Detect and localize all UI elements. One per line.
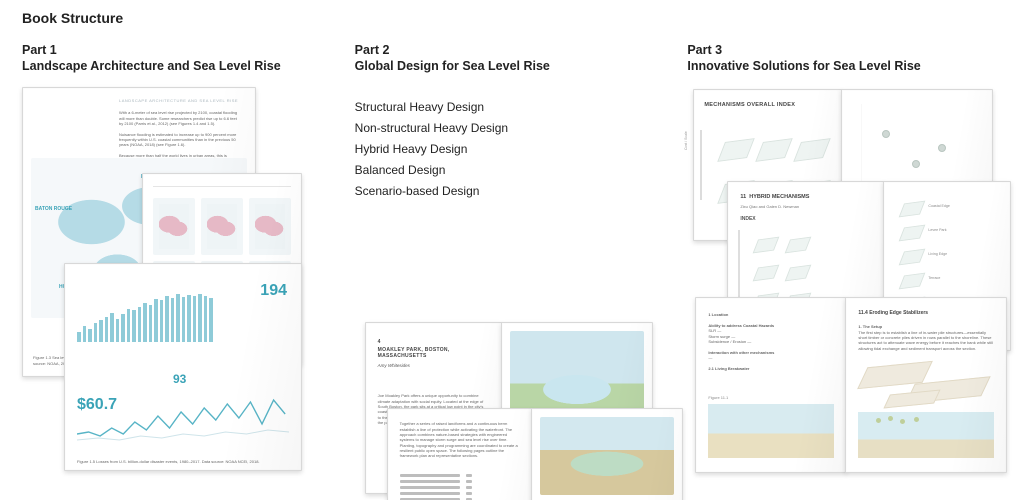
rule: [153, 186, 291, 187]
p3f-body: 1. The Setup The first step is to establ…: [858, 324, 994, 351]
p1-sheet-charts: 194 93 $60.7 Figure 1.5 Losses from U.S.…: [64, 263, 302, 471]
p3d-lab: Coastal Edge: [928, 204, 950, 208]
part3-thumbs: MECHANISMS OVERALL INDEX Cost / Scale: [687, 87, 1002, 477]
stat-93: 93: [173, 372, 186, 386]
p3c-head: 11 HYBRID MECHANISMS: [740, 194, 809, 200]
p2-ch-title: MOAKLEY PARK, BOSTON, MASSACHUSETTS: [378, 347, 490, 359]
p3e-cap: Figure 11.1: [708, 395, 728, 400]
columns: Part 1 Landscape Architecture and Sea Le…: [22, 44, 1002, 496]
col-part-3: Part 3 Innovative Solutions for Sea Leve…: [687, 44, 1002, 496]
p1-para2: Nuisance flooding is estimated to increa…: [119, 132, 236, 148]
part2-sub-item: Balanced Design: [355, 160, 670, 181]
part2-sub-item: Scenario-based Design: [355, 181, 670, 202]
p3e-row: Storm surge —: [708, 334, 735, 339]
p3e-row: Subsidence / Erosion —: [708, 339, 751, 344]
p1-para1: With a 6‑meter of sea level rise project…: [119, 110, 237, 126]
p3a-axis-label: Cost / Scale: [684, 131, 688, 150]
map-label: BATON ROUGE: [35, 206, 72, 212]
p1-barchart: [77, 280, 213, 352]
p3e-h2: Ability to address Coastal Hazards: [708, 323, 774, 328]
p3d-lab: Terrace: [928, 276, 940, 280]
part2-number: Part 2: [355, 44, 670, 58]
part1-number: Part 1: [22, 44, 337, 58]
page-title: Book Structure: [22, 10, 123, 26]
p3a-axis: [700, 130, 702, 200]
p3f-sub: 1. The Setup: [858, 324, 882, 329]
part1-thumbs: LANDSCAPE ARCHITECTURE AND SEA LEVEL RIS…: [22, 87, 337, 477]
col-part-1: Part 1 Landscape Architecture and Sea Le…: [22, 44, 337, 496]
p3f-text: The first step is to establish a line of…: [858, 330, 993, 351]
cell: [201, 198, 243, 255]
p3a-head: MECHANISMS OVERALL INDEX: [704, 102, 795, 108]
p3e-section-illus: [708, 404, 834, 458]
p3e-body: 1 Location Ability to address Coastal Ha…: [708, 312, 834, 371]
p1-running-head: LANDSCAPE ARCHITECTURE AND SEA LEVEL RIS…: [119, 98, 238, 103]
part2-sub-item: Non-structural Heavy Design: [355, 118, 670, 139]
part2-sub-item: Hybrid Heavy Design: [355, 139, 670, 160]
cell: [153, 198, 195, 255]
p3e-h4: 2.1 Living Breakwater: [708, 366, 749, 371]
cell: [249, 198, 291, 255]
p1-linechart: [77, 394, 289, 446]
part3-title: Innovative Solutions for Sea Level Rise: [687, 59, 1002, 73]
part2-thumbs: 4 MOAKLEY PARK, BOSTON, MASSACHUSETTS Am…: [355, 206, 670, 496]
p2-sheet-text: Together a series of raised landforms an…: [387, 408, 533, 500]
stat-194: 194: [260, 282, 287, 300]
part2-title: Global Design for Sea Level Rise: [355, 59, 670, 73]
p2-ch-heading: 4 MOAKLEY PARK, BOSTON, MASSACHUSETTS: [378, 339, 490, 359]
p3c-index: INDEX: [740, 216, 755, 222]
p3d-lab: Living Edge: [928, 252, 947, 256]
p3-sheet-mechanism-right: 11.4 Eroding Edge Stabilizers 1. The Set…: [845, 297, 1007, 473]
p3e-h3: Interaction with other mechanisms: [708, 350, 774, 355]
part2-sublist: Structural Heavy DesignNon-structural He…: [355, 97, 670, 202]
p2-sheet-renders: Figure 4.1 Aerial rendering of Moakley P…: [531, 408, 683, 500]
p2-table: [400, 471, 472, 500]
p2-ch-no: 4: [378, 339, 490, 345]
p2-left-text: Together a series of raised landforms an…: [400, 421, 520, 459]
p3-sheet-mechanism-left: 1 Location Ability to address Coastal Ha…: [695, 297, 847, 473]
part2-sub-item: Structural Heavy Design: [355, 97, 670, 118]
p3f-axon: [858, 358, 994, 412]
p3f-section: [858, 412, 994, 458]
p2-byline: Amy Whitesides: [378, 363, 410, 368]
col-part-2: Part 2 Global Design for Sea Level Rise …: [355, 44, 670, 496]
part3-number: Part 3: [687, 44, 1002, 58]
p3d-lab: Levee Park: [928, 228, 946, 232]
part1-title: Landscape Architecture and Sea Level Ris…: [22, 59, 337, 73]
p3f-head: 11.4 Eroding Edge Stabilizers: [858, 310, 928, 316]
p3e-h1: 1 Location: [708, 312, 728, 317]
p3e-row: SLR —: [708, 328, 721, 333]
p1-chart-caption: Figure 1.5 Losses from U.S. billion‑doll…: [77, 459, 289, 464]
p3c-by: Zixu Qiao and Galen D. Newman: [740, 204, 799, 209]
p2-render-1: [540, 417, 674, 495]
